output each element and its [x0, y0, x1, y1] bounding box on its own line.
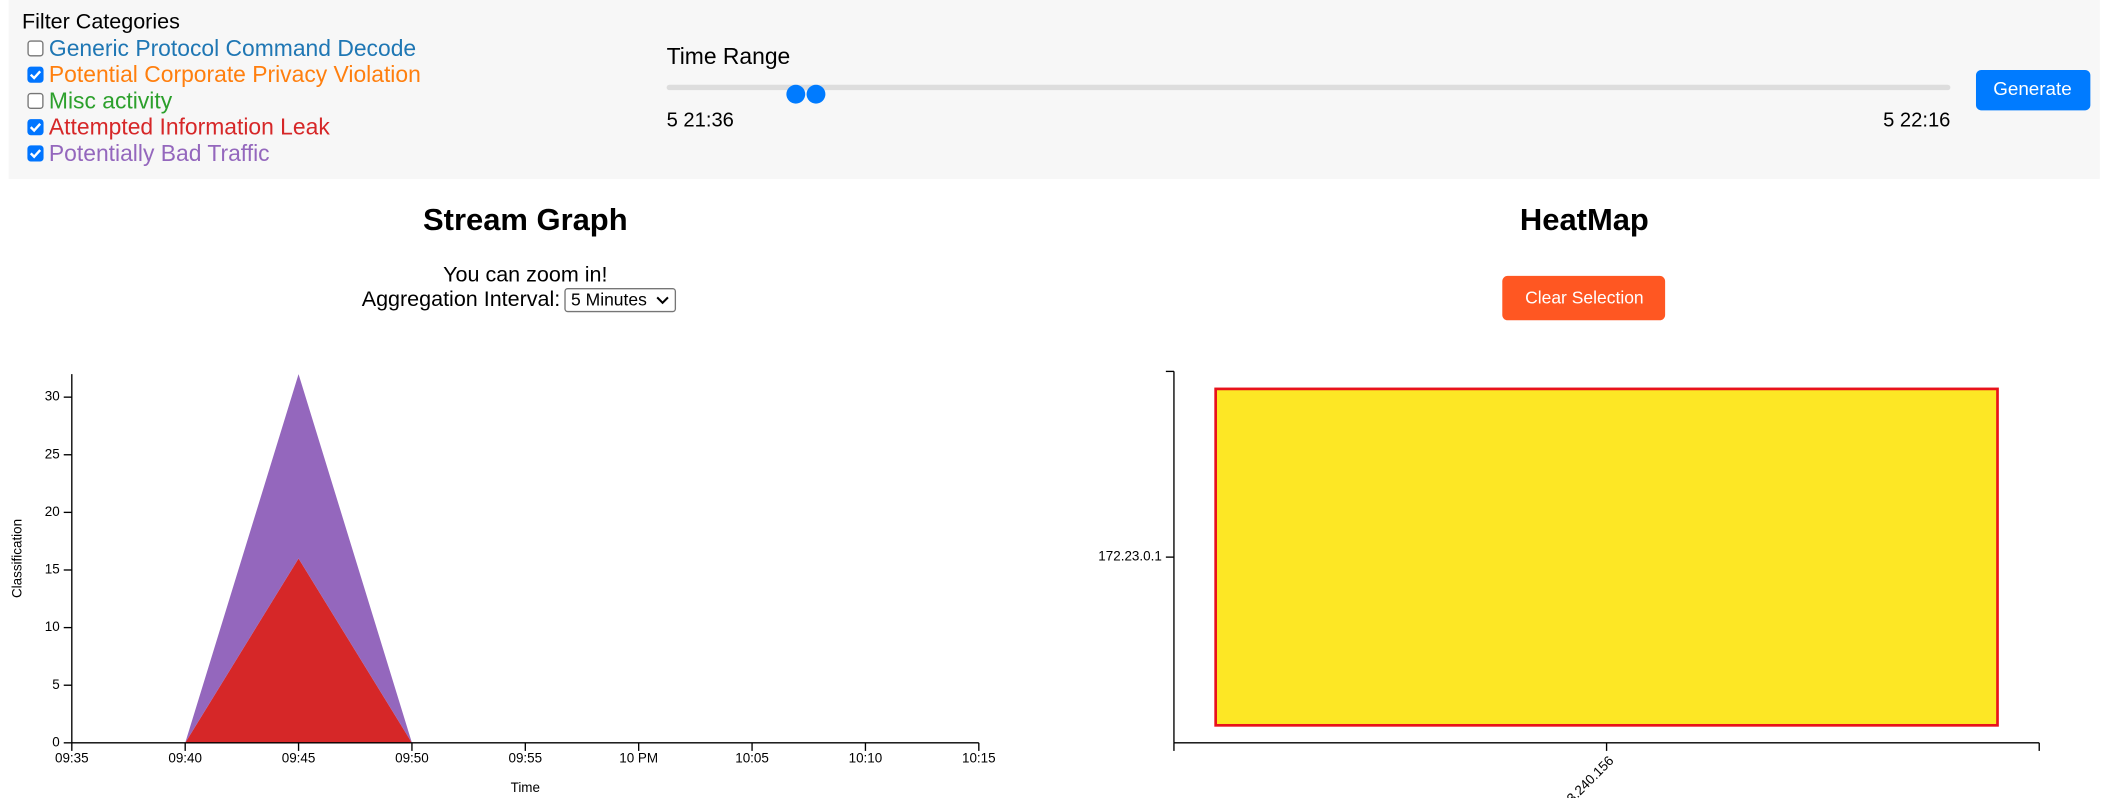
y-tick-label: 20: [45, 504, 60, 519]
filter-list: Generic Protocol Command DecodePotential…: [27, 35, 421, 166]
slider-handle[interactable]: [806, 84, 826, 104]
checkmark: [29, 122, 42, 133]
filter-label[interactable]: Potentially Bad Traffic: [49, 140, 270, 166]
y-tick-label: 5: [52, 677, 59, 692]
clear-button[interactable]: Clear Selection: [1502, 275, 1666, 321]
checkbox[interactable]: [27, 119, 44, 136]
stream-chart: 0 5 10 15 20 25 30 09:35 09:40 09:45 09:50 09:55 10 …: [10, 374, 996, 795]
x-tick-label: 09:35: [55, 751, 89, 766]
heatmap-chart: 172.23.0.1 23.240.156: [1098, 370, 2040, 798]
time-range-title: Time Range: [667, 43, 791, 69]
slider-handle[interactable]: [786, 84, 806, 104]
checkmark: [29, 70, 42, 80]
x-tick-label: 10 PM: [619, 751, 658, 766]
zoom-note: You can zoom in!: [443, 263, 607, 287]
y-tick-label: 15: [45, 562, 60, 577]
interval-select[interactable]: 5 Minutes: [564, 287, 677, 313]
stream-area: [185, 558, 412, 743]
heatmap-title: HeatMap: [1520, 202, 1649, 237]
y-tick-label: 25: [45, 446, 60, 461]
select-arrow[interactable]: [656, 296, 669, 305]
checkbox[interactable]: [27, 66, 44, 83]
button-bg[interactable]: [1502, 275, 1666, 321]
checkbox[interactable]: [27, 40, 44, 57]
interval-label: Aggregation Interval:: [362, 287, 561, 311]
button-label[interactable]: Clear Selection: [1525, 287, 1644, 307]
y-axis-label: Classification: [10, 519, 25, 598]
x-tick-label: 10:15: [962, 751, 996, 766]
x-tick-label: 23.240.156: [1558, 753, 1616, 798]
filter-label[interactable]: Generic Protocol Command Decode: [49, 35, 416, 61]
checkmark: [29, 149, 42, 159]
filter-label[interactable]: Misc activity: [49, 87, 173, 113]
x-tick-label: 09:50: [395, 751, 429, 766]
y-tick-label: 10: [45, 619, 60, 634]
checkbox[interactable]: [27, 145, 44, 162]
y-tick-label: 0: [52, 734, 59, 749]
y-tick-label: 172.23.0.1: [1098, 549, 1162, 564]
x-tick-label: 09:40: [168, 751, 202, 766]
filter-label[interactable]: Potential Corporate Privacy Violation: [49, 61, 421, 87]
button-label[interactable]: Generate: [1993, 78, 2072, 99]
select-value[interactable]: 5 Minutes: [571, 289, 647, 309]
x-tick-label: 10:10: [849, 751, 883, 766]
filter-label[interactable]: Attempted Information Leak: [49, 114, 330, 140]
checkbox[interactable]: [27, 92, 44, 110]
y-tick-label: 30: [45, 389, 60, 404]
x-tick-label: 09:55: [508, 751, 542, 766]
x-tick-label: 10:05: [735, 751, 769, 766]
x-axis-label: Time: [511, 780, 540, 795]
generate-button[interactable]: Generate: [1975, 69, 2091, 111]
stream-title: Stream Graph: [423, 202, 628, 237]
button-bg[interactable]: [1975, 69, 2091, 111]
filter-title: Filter Categories: [22, 10, 180, 34]
range-end: 5 22:16: [1883, 109, 1950, 131]
slider-track[interactable]: [666, 84, 1951, 91]
x-tick-label: 09:45: [282, 751, 316, 766]
select-box[interactable]: [564, 287, 677, 313]
range-start: 5 21:36: [667, 109, 734, 131]
heatmap-cell[interactable]: [1214, 387, 1999, 727]
